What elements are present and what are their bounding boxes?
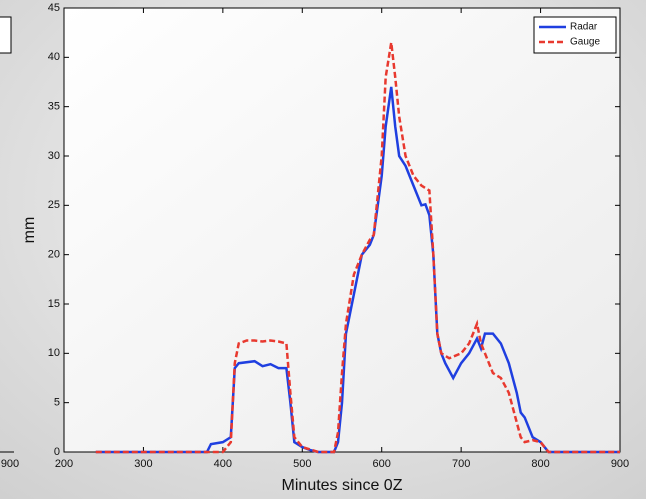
x-tick-label: 400 [214, 458, 232, 470]
y-tick-label: 25 [48, 199, 60, 211]
y-tick-label: 15 [48, 298, 60, 310]
y-axis-label: mm [21, 217, 38, 244]
x-tick-label: 900 [611, 458, 629, 470]
legend-box [533, 16, 617, 54]
x-tick-label: 200 [55, 458, 73, 470]
x-tick-label: 300 [134, 458, 152, 470]
plot-area [63, 7, 621, 453]
x-axis-label: Minutes since 0Z [282, 477, 403, 494]
y-tick-label: 45 [48, 2, 60, 14]
series-line [95, 42, 620, 454]
x-tick-label: 700 [452, 458, 470, 470]
x-tick-label: 800 [531, 458, 549, 470]
series-line [95, 86, 620, 454]
y-tick-label: 10 [48, 347, 60, 359]
legend-label: Gauge [570, 37, 600, 48]
y-tick-label: 0 [54, 446, 60, 458]
left-legend-fragment [0, 16, 12, 54]
y-tick-label: 30 [48, 150, 60, 162]
legend-label: Radar [570, 22, 598, 33]
x-tick-label: 600 [373, 458, 391, 470]
y-tick-label: 20 [48, 249, 60, 261]
y-tick-label: 35 [48, 101, 60, 113]
y-tick-label: 40 [48, 51, 60, 63]
y-tick-label: 5 [54, 397, 60, 409]
x-tick-label: 500 [293, 458, 311, 470]
left-tick-label: 900 [1, 458, 19, 470]
